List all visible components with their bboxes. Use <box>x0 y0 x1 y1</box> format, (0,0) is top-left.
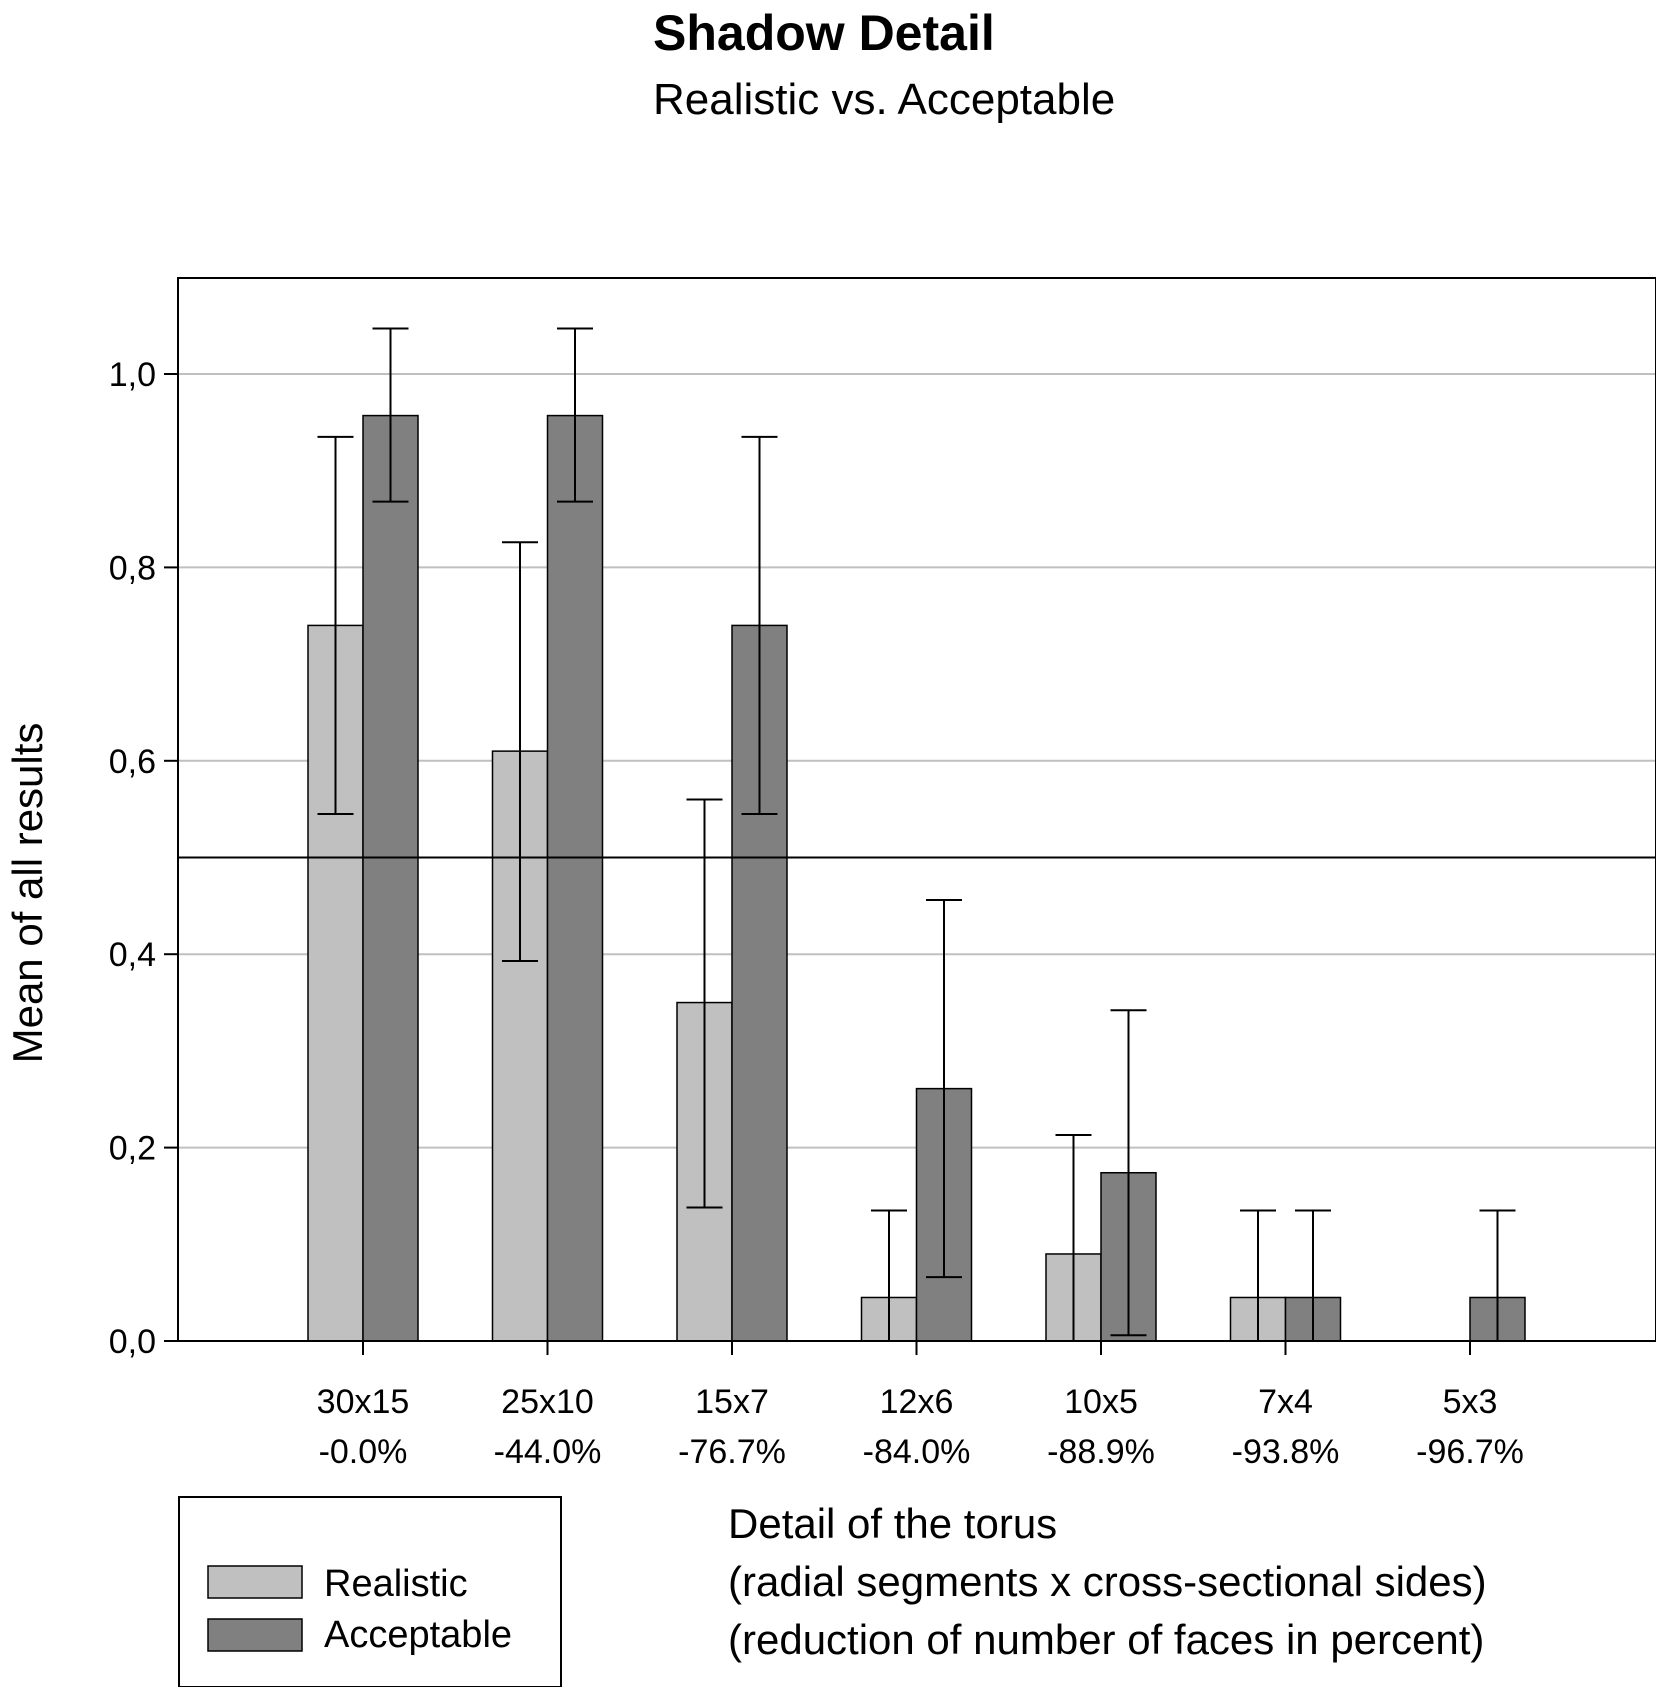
x-axis-label-line: (reduction of number of faces in percent… <box>728 1616 1484 1663</box>
axes: 0,0 0,2 0,4 0,6 0,8 1,0 30x15 -0.0% 25x10 -44.0% 1… <box>109 356 1524 1471</box>
x-axis-label: Detail of the torus (radial segments x c… <box>728 1500 1487 1663</box>
bar-acceptable <box>362 414 419 1342</box>
error-bars <box>317 327 1516 1341</box>
x-tick-label: -88.9% <box>1047 1433 1155 1471</box>
y-tick-label: 0,0 <box>109 1323 156 1361</box>
y-tick-label: 0,2 <box>109 1130 156 1168</box>
legend-swatch-realistic <box>207 1565 303 1599</box>
x-tick-label: 25x10 <box>501 1383 594 1421</box>
x-tick-label: 10x5 <box>1064 1383 1138 1421</box>
y-tick-label: 0,4 <box>109 936 156 974</box>
x-tick-label: 30x15 <box>317 1383 410 1421</box>
x-tick-label: -0.0% <box>319 1433 408 1471</box>
chart-title: Shadow Detail <box>653 5 995 61</box>
y-axis-label: Mean of all results <box>4 723 51 1064</box>
x-tick-label: 15x7 <box>695 1383 769 1421</box>
y-tick-label: 0,6 <box>109 743 156 781</box>
x-axis-label-line: Detail of the torus <box>728 1500 1057 1547</box>
bars <box>307 414 1526 1342</box>
x-tick-label: -84.0% <box>863 1433 971 1471</box>
legend: Realistic Acceptable <box>178 1496 562 1687</box>
x-tick-label: -76.7% <box>678 1433 786 1471</box>
x-tick-label: -44.0% <box>494 1433 602 1471</box>
x-tick-label: 12x6 <box>880 1383 954 1421</box>
y-tick-label: 1,0 <box>109 356 156 394</box>
x-axis-label-line: (radial segments x cross-sectional sides… <box>728 1558 1487 1605</box>
y-tick-label: 0,8 <box>109 549 156 587</box>
legend-label-acceptable: Acceptable <box>324 1614 512 1656</box>
x-tick-label: 7x4 <box>1258 1383 1313 1421</box>
grid-lines <box>178 373 1656 1149</box>
bar-acceptable <box>546 414 604 1342</box>
x-tick-label: -96.7% <box>1416 1433 1524 1471</box>
legend-swatch-acceptable <box>207 1618 303 1652</box>
x-tick-label: -93.8% <box>1232 1433 1340 1471</box>
x-tick-label: 5x3 <box>1443 1383 1498 1421</box>
chart-subtitle: Realistic vs. Acceptable <box>653 75 1115 124</box>
legend-label-realistic: Realistic <box>324 1563 468 1605</box>
